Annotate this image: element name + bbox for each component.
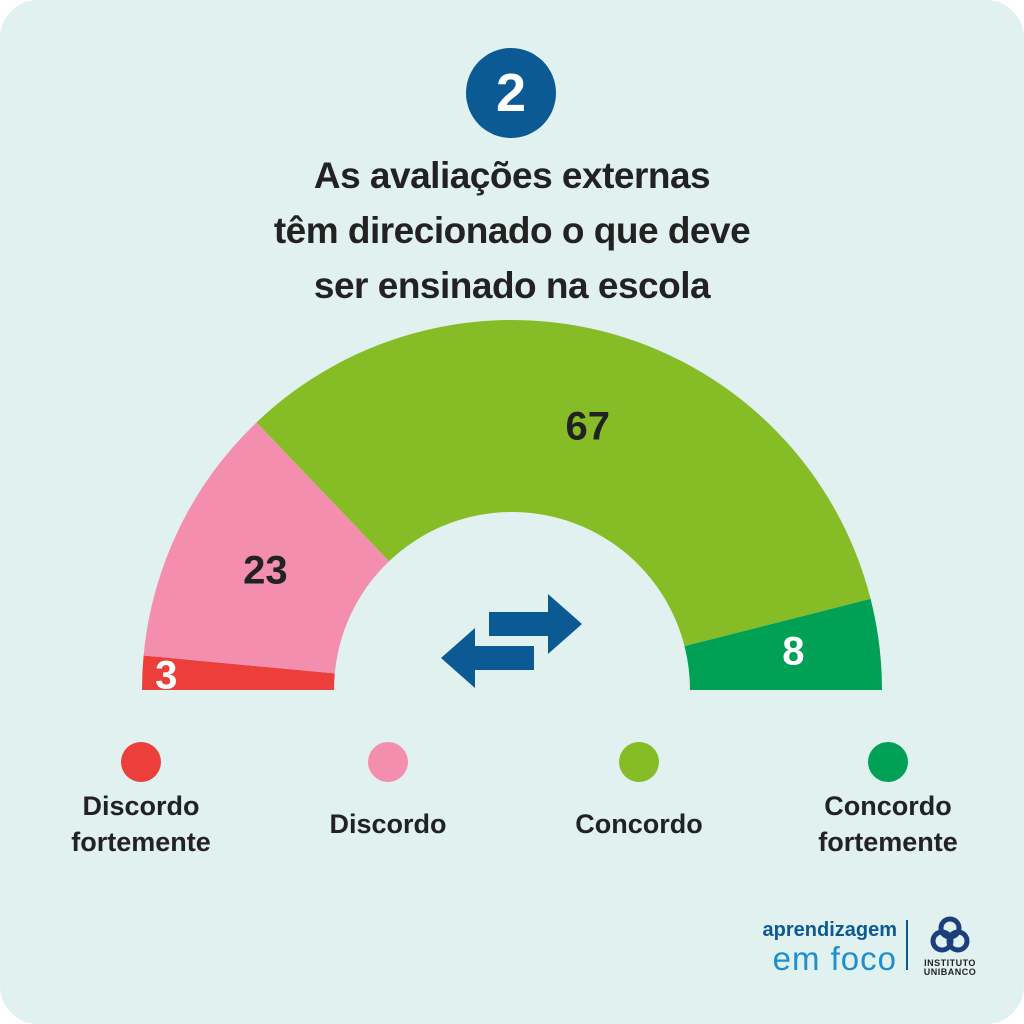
title-line: ser ensinado na escola [313, 265, 711, 306]
segment-concordo [256, 320, 871, 647]
legend-dot [368, 742, 408, 782]
swap-arrows-icon [441, 594, 582, 688]
logo-text: UNIBANCO [923, 967, 977, 977]
legend-label: Concordo [575, 809, 703, 839]
brand-aprendizagem-em-foco: aprendizagem em foco [752, 918, 897, 976]
legend-label: Concordo [824, 791, 952, 821]
legend-item-concordo-fortemente: Concordo fortemente [778, 742, 998, 860]
logo-text: INSTITUTO [924, 958, 976, 968]
legend-label: Discordo [329, 809, 447, 839]
title-line: têm direcionado o que deve [273, 210, 751, 251]
legend-label: fortemente [71, 827, 211, 857]
data-label-discordo-fortemente: 3 [155, 653, 177, 697]
instituto-unibanco-logo: INSTITUTO UNIBANCO [922, 916, 978, 977]
segment-discordo [143, 422, 390, 674]
question-number-badge: 2 [466, 48, 556, 138]
data-label-discordo: 23 [243, 549, 288, 593]
unibanco-logo-icon [930, 916, 970, 953]
footer-divider [906, 920, 908, 970]
legend-item-concordo: Concordo [529, 742, 749, 860]
legend-dot [121, 742, 161, 782]
segment-discordo-fortemente [142, 655, 335, 690]
brand-top-text: aprendizagem [762, 919, 897, 941]
chart-title: As avaliações externas têm direcionado o… [212, 148, 812, 313]
legend-label: Discordo [82, 791, 200, 821]
segment-concordo-fortemente [684, 598, 882, 690]
legend-label: fortemente [818, 827, 958, 857]
legend-item-discordo-fortemente: Discordo fortemente [31, 742, 251, 860]
data-label-concordo-fortemente: 8 [782, 629, 804, 673]
brand-bottom-text: em foco [772, 940, 897, 977]
legend-dot [619, 742, 659, 782]
data-label-concordo: 67 [565, 405, 610, 449]
title-line: As avaliações externas [313, 155, 711, 196]
legend-dot [868, 742, 908, 782]
legend-item-discordo: Discordo [278, 742, 498, 860]
